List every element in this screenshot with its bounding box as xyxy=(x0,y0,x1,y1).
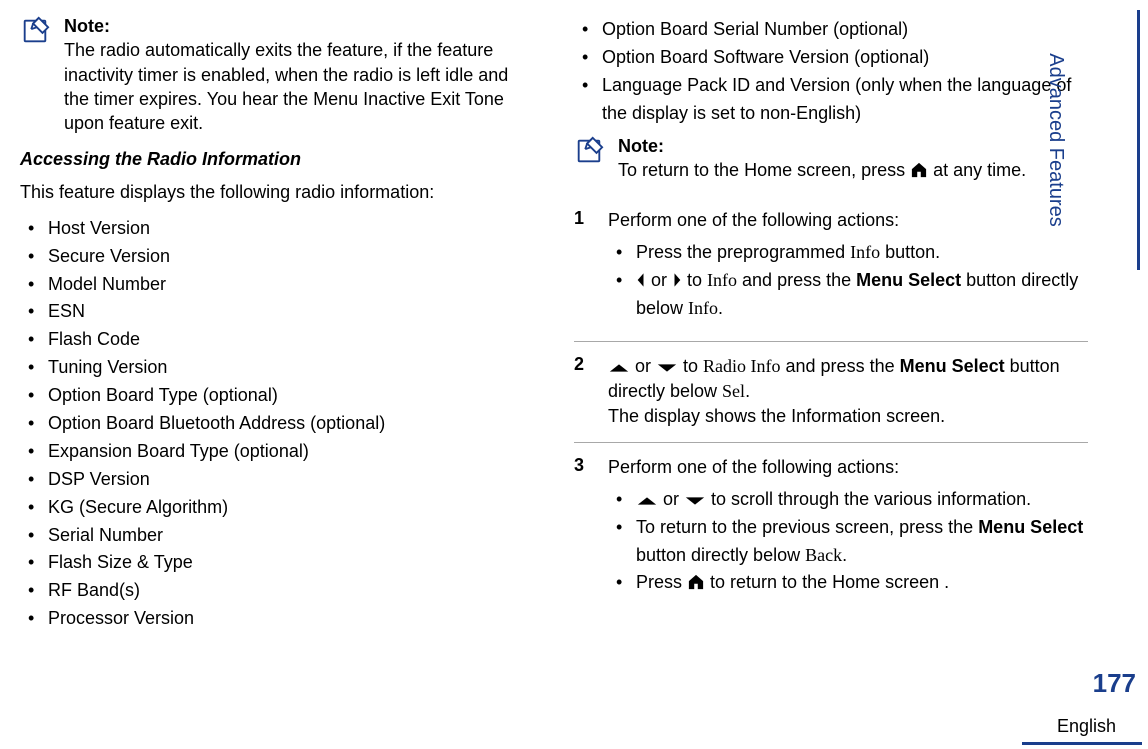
list-item: Option Board Software Version (optional) xyxy=(574,44,1088,72)
text: to scroll through the various informatio… xyxy=(706,489,1031,509)
step-number: 2 xyxy=(574,354,592,430)
text: to xyxy=(682,270,707,290)
menu-label: Radio Info xyxy=(703,356,780,376)
note-title: Note: xyxy=(618,136,664,156)
left-arrow-icon xyxy=(636,272,646,288)
list-item: To return to the previous screen, press … xyxy=(608,514,1088,570)
subheading: Accessing the Radio Information xyxy=(20,149,534,170)
language-bar xyxy=(1022,742,1142,745)
section-tab: Advanced Features xyxy=(1114,10,1142,270)
button-label: Menu Select xyxy=(900,356,1005,376)
text: or xyxy=(658,489,684,509)
button-label: Menu Select xyxy=(856,270,961,290)
section-tab-label: Advanced Features xyxy=(1044,53,1067,226)
list-item: Press to return to the Home screen . xyxy=(608,569,1088,597)
text: and press the xyxy=(737,270,856,290)
down-arrow-icon xyxy=(656,362,678,374)
list-item: RF Band(s) xyxy=(20,577,534,605)
text: or xyxy=(630,356,656,376)
menu-label: Back xyxy=(805,545,842,565)
step-intro: Perform one of the following actions: xyxy=(608,455,1088,480)
note-body: Note: The radio automatically exits the … xyxy=(64,14,534,135)
info-list: Host VersionSecure VersionModel NumberES… xyxy=(20,215,534,633)
button-label: Menu Select xyxy=(978,517,1083,537)
text: . xyxy=(718,298,723,318)
text: or xyxy=(646,270,672,290)
note-title: Note: xyxy=(64,16,110,36)
step-body: Perform one of the following actions: Pr… xyxy=(608,208,1088,329)
step-body: Perform one of the following actions: or… xyxy=(608,455,1088,604)
text: Press the preprogrammed xyxy=(636,242,850,262)
text: to xyxy=(678,356,703,376)
list-item: Flash Code xyxy=(20,326,534,354)
info-list-continued: Option Board Serial Number (optional)Opt… xyxy=(574,16,1088,128)
page-number: 177 xyxy=(1093,668,1136,699)
list-item: Host Version xyxy=(20,215,534,243)
step-number: 3 xyxy=(574,455,592,604)
step-number: 1 xyxy=(574,208,592,329)
step: 3 Perform one of the following actions: … xyxy=(574,442,1088,616)
list-item: Flash Size & Type xyxy=(20,549,534,577)
list-item: Press the preprogrammed Info button. xyxy=(608,239,1088,267)
text: . xyxy=(745,381,750,401)
list-item: Tuning Version xyxy=(20,354,534,382)
text: The display shows the Information screen… xyxy=(608,406,945,426)
home-icon xyxy=(687,574,705,590)
note-body: Note: To return to the Home screen, pres… xyxy=(618,134,1088,183)
list-item: Language Pack ID and Version (only when … xyxy=(574,72,1088,128)
list-item: KG (Secure Algorithm) xyxy=(20,494,534,522)
list-item: DSP Version xyxy=(20,466,534,494)
menu-label: Info xyxy=(707,270,737,290)
note-icon xyxy=(574,136,604,166)
list-item: Expansion Board Type (optional) xyxy=(20,438,534,466)
list-item: ESN xyxy=(20,298,534,326)
text: button. xyxy=(880,242,940,262)
down-arrow-icon xyxy=(684,495,706,507)
menu-label: Info xyxy=(688,298,718,318)
list-item: Processor Version xyxy=(20,605,534,633)
text: To return to the previous screen, press … xyxy=(636,517,978,537)
list-item: or to scroll through the various informa… xyxy=(608,486,1088,514)
step: 1 Perform one of the following actions: … xyxy=(574,196,1088,341)
note-text-post: at any time. xyxy=(928,160,1026,180)
intro-text: This feature displays the following radi… xyxy=(20,180,534,204)
note-block: Note: The radio automatically exits the … xyxy=(20,14,534,135)
text: button directly below xyxy=(636,545,805,565)
text: and press the xyxy=(781,356,900,376)
list-item: Model Number xyxy=(20,271,534,299)
step-intro: Perform one of the following actions: xyxy=(608,208,1088,233)
list-item: or to Info and press the Menu Select but… xyxy=(608,267,1088,323)
menu-label: Info xyxy=(850,242,880,262)
list-item: Option Board Bluetooth Address (optional… xyxy=(20,410,534,438)
text: to return to the Home screen . xyxy=(705,572,949,592)
step-body: or to Radio Info and press the Menu Sele… xyxy=(608,354,1088,430)
text: . xyxy=(842,545,847,565)
list-item: Option Board Serial Number (optional) xyxy=(574,16,1088,44)
note-block: Note: To return to the Home screen, pres… xyxy=(574,134,1088,183)
language-label: English xyxy=(1049,712,1124,741)
step: 2 or to Radio Info and press the Menu Se… xyxy=(574,341,1088,442)
menu-label: Sel xyxy=(722,381,745,401)
up-arrow-icon xyxy=(636,495,658,507)
list-item: Secure Version xyxy=(20,243,534,271)
list-item: Option Board Type (optional) xyxy=(20,382,534,410)
home-icon xyxy=(910,162,928,178)
up-arrow-icon xyxy=(608,362,630,374)
list-item: Serial Number xyxy=(20,522,534,550)
note-icon xyxy=(20,16,50,46)
right-arrow-icon xyxy=(672,272,682,288)
note-text: The radio automatically exits the featur… xyxy=(64,40,508,133)
note-text-pre: To return to the Home screen, press xyxy=(618,160,910,180)
text: Press xyxy=(636,572,687,592)
